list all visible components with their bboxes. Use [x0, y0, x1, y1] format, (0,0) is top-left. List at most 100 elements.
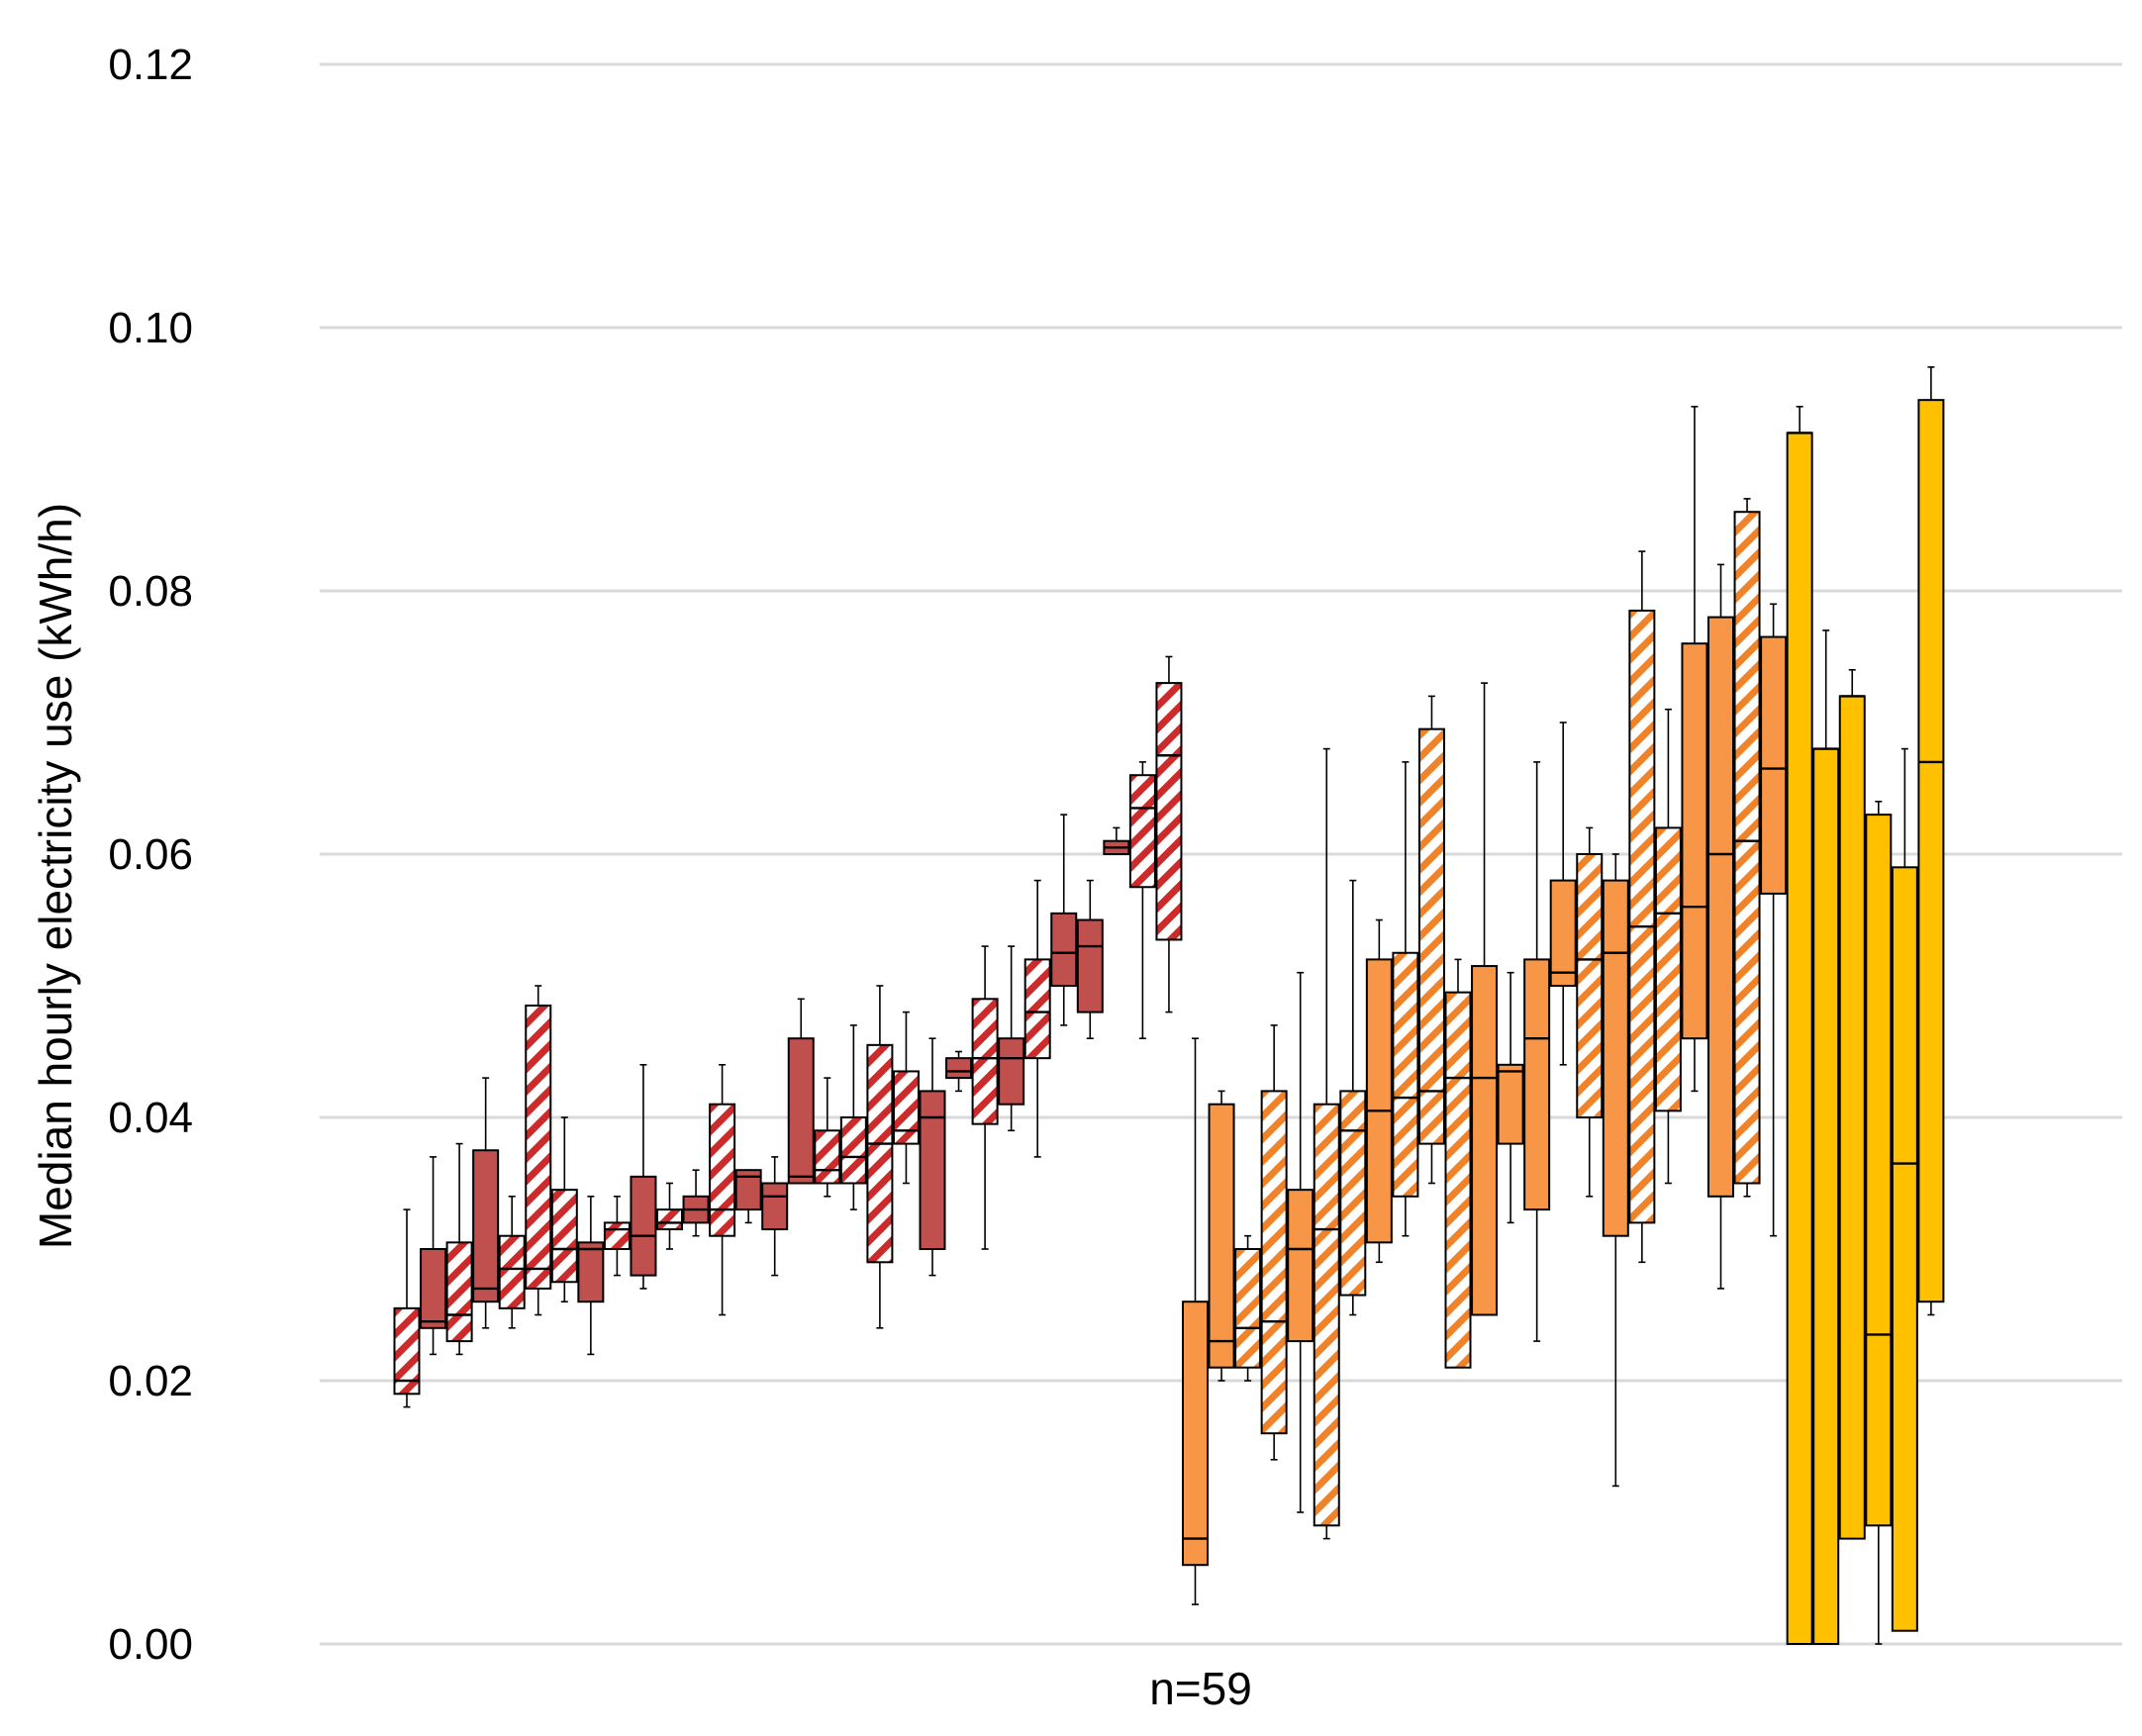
box-body: [498, 1234, 526, 1309]
box-body: [1444, 991, 1472, 1369]
box-55: [1812, 629, 1840, 1645]
box-body: [1707, 616, 1734, 1198]
box-series: [393, 366, 1945, 1645]
box-9: [603, 1196, 631, 1277]
box-body: [550, 1189, 578, 1284]
box-52: [1733, 498, 1761, 1198]
box-body: [814, 1129, 841, 1185]
box-body: [761, 1182, 789, 1231]
y-axis-title: Median hourly electricity use (kWh/h): [30, 503, 81, 1249]
box-38: [1365, 918, 1393, 1264]
box-16: [787, 998, 815, 1185]
box-body: [1234, 1248, 1262, 1369]
box-body: [787, 1037, 815, 1185]
box-57: [1865, 800, 1893, 1645]
box-body: [445, 1241, 473, 1343]
box-20: [892, 1011, 920, 1185]
box-3: [445, 1142, 473, 1356]
box-body: [1208, 1103, 1235, 1369]
box-body: [1182, 1301, 1209, 1567]
box-body: [1155, 682, 1183, 941]
y-tick-label: 0.10: [108, 304, 193, 352]
box-body: [1838, 695, 1866, 1540]
box-23: [971, 945, 999, 1250]
y-tick-label: 0.06: [108, 830, 193, 879]
box-body: [866, 1043, 894, 1264]
box-body: [1050, 912, 1078, 987]
box-body: [1497, 1063, 1524, 1145]
box-body: [919, 1090, 946, 1251]
box-body: [577, 1241, 605, 1303]
box-7: [550, 1116, 578, 1302]
box-24: [998, 945, 1025, 1132]
box-41: [1444, 958, 1472, 1369]
box-43: [1497, 971, 1524, 1224]
box-30: [1155, 655, 1183, 1013]
box-15: [761, 1156, 789, 1277]
box-5: [498, 1196, 526, 1329]
box-47: [1602, 853, 1629, 1488]
box-body: [892, 1070, 920, 1145]
box-body: [971, 998, 999, 1125]
box-36: [1313, 747, 1340, 1540]
box-51: [1707, 563, 1734, 1290]
box-body: [603, 1221, 631, 1251]
box-body: [1576, 853, 1604, 1118]
y-tick-label: 0.04: [108, 1094, 193, 1142]
box-body: [1392, 951, 1419, 1198]
box-48: [1628, 550, 1656, 1264]
box-body: [1891, 866, 1918, 1632]
box-body: [1260, 1090, 1288, 1435]
box-37: [1339, 879, 1367, 1316]
box-18: [839, 1024, 867, 1210]
box-42: [1471, 682, 1499, 1316]
box-29: [1128, 761, 1156, 1039]
box-49: [1654, 708, 1682, 1185]
box-body: [1654, 826, 1682, 1112]
box-53: [1760, 603, 1788, 1237]
y-axis-tick-labels: 0.00 0.02 0.04 0.06 0.08 0.10 0.12: [108, 41, 193, 1669]
box-14: [734, 1169, 762, 1224]
box-body: [472, 1149, 500, 1303]
box-body: [1786, 432, 1813, 1645]
box-8: [577, 1196, 605, 1356]
box-40: [1417, 695, 1445, 1185]
box-body: [525, 1004, 552, 1290]
box-10: [630, 1064, 657, 1290]
box-58: [1891, 747, 1918, 1632]
box-34: [1260, 1024, 1288, 1461]
box-body: [945, 1057, 973, 1080]
box-body: [1365, 958, 1393, 1244]
box-body: [1681, 642, 1708, 1040]
box-body: [1023, 958, 1051, 1060]
box-59: [1917, 366, 1945, 1316]
box-body: [1417, 727, 1445, 1145]
y-tick-label: 0.00: [108, 1620, 193, 1669]
box-56: [1838, 668, 1866, 1540]
box-26: [1050, 814, 1078, 1026]
box-22: [945, 1050, 973, 1093]
box-44: [1523, 761, 1551, 1342]
box-body: [1339, 1090, 1367, 1297]
box-body: [1076, 918, 1104, 1013]
y-tick-label: 0.12: [108, 41, 193, 89]
box-body: [630, 1175, 657, 1277]
box-19: [866, 985, 894, 1329]
box-body: [1602, 879, 1629, 1237]
box-12: [682, 1169, 710, 1237]
box-39: [1392, 761, 1419, 1237]
y-tick-label: 0.02: [108, 1357, 193, 1405]
box-17: [814, 1077, 841, 1198]
box-body: [1733, 511, 1761, 1185]
box-2: [420, 1156, 447, 1356]
box-6: [525, 985, 552, 1316]
box-50: [1681, 405, 1708, 1093]
box-body: [1760, 635, 1788, 895]
box-33: [1234, 1234, 1262, 1382]
box-body: [1128, 774, 1156, 889]
box-body: [656, 1208, 683, 1231]
box-28: [1103, 826, 1130, 856]
box-54: [1786, 405, 1813, 1645]
box-body: [839, 1116, 867, 1185]
